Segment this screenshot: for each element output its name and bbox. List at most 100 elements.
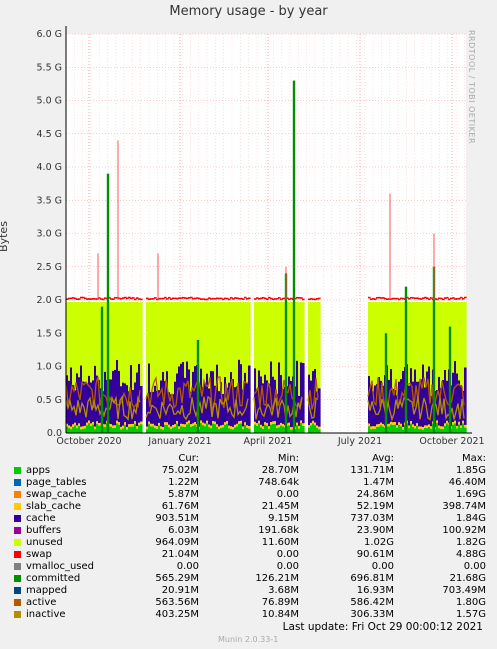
- legend-min: 3.68M: [268, 585, 299, 596]
- area-segment: [280, 422, 283, 426]
- area-segment: [134, 421, 137, 424]
- area-segment: [424, 425, 427, 429]
- area-segment: [162, 426, 165, 430]
- area-segment: [316, 301, 319, 392]
- area-segment: [140, 301, 143, 386]
- area-segment: [218, 426, 221, 430]
- swap-line-segment: [464, 296, 467, 299]
- swap-line-segment: [168, 296, 171, 299]
- area-segment: [464, 301, 467, 368]
- area-segment: [282, 423, 285, 427]
- area-segment: [440, 301, 443, 388]
- area-segment: [236, 426, 239, 433]
- legend-avg: 90.61M: [356, 549, 394, 560]
- area-segment: [164, 422, 167, 425]
- area-segment: [184, 426, 187, 433]
- area-segment: [418, 381, 421, 427]
- area-segment: [264, 422, 267, 425]
- committed-spike: [100, 306, 104, 433]
- x-tick-label: July 2021: [337, 436, 382, 447]
- area-segment: [396, 425, 399, 428]
- area-segment: [422, 429, 425, 433]
- area-segment: [288, 425, 291, 433]
- area-segment: [76, 428, 79, 433]
- swap-line-segment: [256, 297, 259, 299]
- area-segment: [156, 428, 159, 433]
- committed-spike: [448, 326, 452, 433]
- swap-line-segment: [244, 296, 247, 299]
- area-segment: [408, 385, 411, 426]
- area-segment: [164, 380, 167, 423]
- area-segment: [270, 422, 273, 425]
- swap-line-segment: [458, 297, 461, 300]
- area-segment: [248, 301, 251, 366]
- swap-line-segment: [422, 297, 425, 300]
- swap-line-segment: [264, 297, 267, 300]
- area-segment: [236, 301, 239, 387]
- area-segment: [268, 428, 271, 433]
- area-segment: [452, 424, 455, 433]
- area-segment: [418, 426, 421, 430]
- area-segment: [176, 301, 179, 374]
- swap-line-segment: [254, 298, 257, 300]
- area-segment: [290, 301, 293, 381]
- area-segment: [464, 427, 467, 433]
- area-segment: [114, 427, 117, 433]
- x-tick-label: April 2021: [244, 436, 293, 447]
- swap-line-segment: [278, 297, 281, 299]
- area-segment: [210, 428, 213, 433]
- area-segment: [262, 428, 265, 433]
- area-segment: [78, 377, 81, 424]
- area-segment: [294, 301, 297, 387]
- area-segment: [178, 366, 181, 427]
- area-segment: [436, 389, 439, 421]
- area-segment: [116, 359, 119, 421]
- area-segment: [90, 426, 93, 433]
- area-segment: [130, 423, 133, 427]
- area-segment: [186, 301, 189, 362]
- area-segment: [286, 301, 289, 387]
- swap-line-segment: [122, 297, 125, 299]
- area-segment: [80, 365, 83, 427]
- area-segment: [222, 424, 225, 428]
- area-segment: [422, 426, 425, 430]
- area-segment: [280, 301, 283, 376]
- area-segment: [396, 427, 399, 433]
- area-segment: [318, 429, 321, 433]
- area-segment: [70, 426, 73, 430]
- area-segment: [180, 301, 183, 364]
- area-segment: [258, 420, 261, 424]
- swap-line-segment: [136, 297, 139, 299]
- axes: 0.0 0.5 G 1.0 G 1.5 G 2.0 G 2.5 G 3.0 G 3.5 G 4.…: [37, 26, 485, 447]
- area-segment: [166, 301, 169, 372]
- area-segment: [268, 383, 271, 427]
- swap-line-segment: [102, 298, 105, 301]
- swap-line-segment: [420, 298, 423, 300]
- area-segment: [444, 301, 447, 370]
- area-segment: [238, 301, 241, 360]
- area-segment: [78, 425, 81, 433]
- area-segment: [130, 426, 133, 433]
- area-segment: [170, 394, 173, 427]
- area-segment: [266, 301, 269, 381]
- area-segment: [212, 301, 215, 372]
- swap-line-segment: [372, 298, 375, 300]
- area-segment: [66, 301, 69, 376]
- area-segment: [396, 301, 399, 396]
- area-segment: [288, 422, 291, 426]
- area-segment: [118, 422, 121, 425]
- area-segment: [446, 423, 449, 433]
- area-segment: [302, 301, 305, 363]
- area-segment: [116, 420, 119, 424]
- swap-line-segment: [208, 297, 211, 299]
- area-segment: [112, 428, 115, 433]
- legend-row-page-tables: page_tables 1.22M 748.64k 1.47M 46.40M: [10, 477, 490, 489]
- legend-avg: 1.47M: [363, 477, 394, 488]
- y-tick-label: 2.0 G: [37, 295, 63, 306]
- area-segment: [378, 301, 381, 377]
- swap-line-segment: [370, 298, 373, 301]
- area-segment: [268, 426, 271, 429]
- area-segment: [154, 385, 157, 426]
- swap-line-segment: [224, 297, 227, 300]
- area-segment: [158, 425, 161, 433]
